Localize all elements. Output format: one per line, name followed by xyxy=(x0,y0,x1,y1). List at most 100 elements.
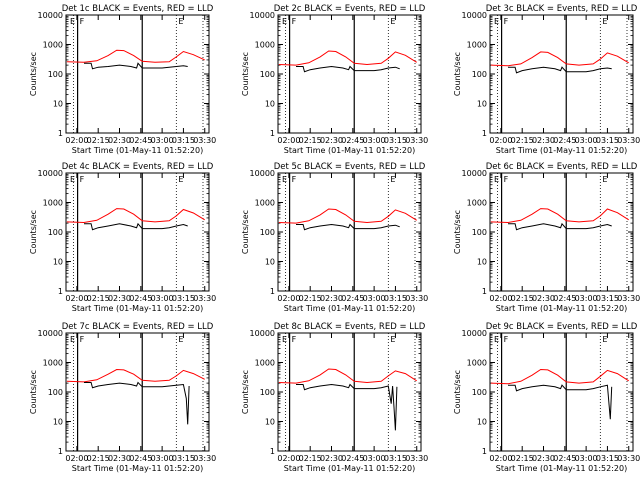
events-series-line xyxy=(84,222,188,231)
marker-label: E xyxy=(282,335,287,344)
marker-label: E xyxy=(602,175,607,184)
marker-label: F xyxy=(504,175,509,184)
y-tick-label: 1 xyxy=(58,129,63,138)
x-tick-label: 03:15 xyxy=(384,136,407,145)
detector-panel-5: Det 5c BLACK = Events, RED = LLD10000100… xyxy=(241,162,428,313)
lld-series-line xyxy=(66,49,205,63)
x-tick-label: 02:30 xyxy=(320,294,343,303)
marker-label: E xyxy=(494,17,499,26)
lld-series-line xyxy=(490,208,629,224)
y-tick-label: 10000 xyxy=(38,329,63,338)
x-tick-label: 03:15 xyxy=(596,454,619,463)
marker-label: E xyxy=(602,17,607,26)
x-tick-label: 03:00 xyxy=(363,136,386,145)
panel-title: Det 6c BLACK = Events, RED = LLD xyxy=(486,162,638,172)
marker-label: E xyxy=(178,17,183,26)
y-tick-label: 1000 xyxy=(43,199,63,208)
marker-label: F xyxy=(80,175,85,184)
y-tick-label: 10000 xyxy=(250,329,275,338)
y-axis-label: Counts/sec xyxy=(241,52,250,96)
x-tick-label: 03:15 xyxy=(596,294,619,303)
y-tick-label: 1 xyxy=(482,287,487,296)
events-series-line xyxy=(508,66,612,74)
y-tick-label: 1 xyxy=(58,447,63,456)
lld-series-line xyxy=(490,368,629,385)
x-tick-label: 02:45 xyxy=(129,454,152,463)
y-tick-label: 10000 xyxy=(250,169,275,178)
y-tick-label: 1000 xyxy=(255,359,275,368)
x-tick-label: 03:15 xyxy=(172,454,195,463)
x-tick-label: 03:00 xyxy=(151,136,174,145)
y-axis-label: Counts/sec xyxy=(453,52,462,96)
detector-panel-1: Det 1c BLACK = Events, RED = LLD10000100… xyxy=(29,4,216,155)
y-tick-label: 100 xyxy=(260,228,275,237)
lld-series-line xyxy=(66,208,205,224)
y-axis-label: Counts/sec xyxy=(29,210,38,254)
events-series-line xyxy=(296,65,400,73)
plot-frame xyxy=(65,172,210,292)
x-tick-label: 03:00 xyxy=(575,136,598,145)
x-tick-label: 03:30 xyxy=(193,294,216,303)
plot-frame xyxy=(65,332,210,452)
y-tick-label: 100 xyxy=(472,70,487,79)
x-tick-label: 02:15 xyxy=(87,136,110,145)
x-tick-label: 02:45 xyxy=(553,454,576,463)
y-tick-label: 100 xyxy=(472,388,487,397)
panel-title: Det 3c BLACK = Events, RED = LLD xyxy=(486,4,638,14)
x-tick-label: 02:30 xyxy=(108,294,131,303)
marker-label: F xyxy=(80,17,85,26)
y-tick-label: 10 xyxy=(53,100,63,109)
x-tick-label: 02:45 xyxy=(553,136,576,145)
x-axis-label: Start Time (01-May-11 01:52:20) xyxy=(496,146,627,155)
y-tick-label: 100 xyxy=(48,228,63,237)
detector-panel-7: Det 7c BLACK = Events, RED = LLD10000100… xyxy=(29,322,216,473)
x-tick-label: 03:15 xyxy=(384,454,407,463)
x-tick-label: 02:15 xyxy=(299,136,322,145)
x-axis-label: Start Time (01-May-11 01:52:20) xyxy=(284,146,415,155)
plot-frame xyxy=(489,172,634,292)
x-tick-label: 02:00 xyxy=(65,136,88,145)
x-tick-label: 03:15 xyxy=(384,294,407,303)
x-tick-label: 02:00 xyxy=(277,136,300,145)
y-axis-label: Counts/sec xyxy=(241,210,250,254)
x-tick-label: 02:30 xyxy=(532,136,555,145)
lld-series-line xyxy=(278,368,417,384)
y-tick-label: 10000 xyxy=(38,11,63,20)
y-tick-label: 100 xyxy=(48,70,63,79)
x-tick-label: 02:00 xyxy=(277,454,300,463)
panel-title: Det 2c BLACK = Events, RED = LLD xyxy=(274,4,426,14)
plot-frame xyxy=(65,14,210,134)
y-axis-label: Counts/sec xyxy=(453,370,462,414)
x-tick-label: 02:30 xyxy=(108,136,131,145)
x-tick-label: 03:30 xyxy=(193,136,216,145)
y-tick-label: 10 xyxy=(53,258,63,267)
x-tick-label: 03:30 xyxy=(405,136,428,145)
x-tick-label: 02:00 xyxy=(489,136,512,145)
y-tick-label: 10000 xyxy=(38,169,63,178)
y-tick-label: 100 xyxy=(472,228,487,237)
y-tick-label: 10000 xyxy=(462,11,487,20)
y-tick-label: 1000 xyxy=(255,41,275,50)
lld-series-line xyxy=(278,50,417,66)
x-tick-label: 02:00 xyxy=(489,454,512,463)
y-tick-label: 10000 xyxy=(462,329,487,338)
y-tick-label: 100 xyxy=(260,70,275,79)
x-tick-label: 02:45 xyxy=(129,136,152,145)
y-tick-label: 10 xyxy=(265,258,275,267)
x-axis-label: Start Time (01-May-11 01:52:20) xyxy=(496,464,627,473)
y-tick-label: 10000 xyxy=(250,11,275,20)
x-tick-label: 03:00 xyxy=(363,294,386,303)
marker-label: E xyxy=(282,17,287,26)
x-tick-label: 03:30 xyxy=(193,454,216,463)
marker-label: E xyxy=(178,335,183,344)
marker-label: E xyxy=(390,335,395,344)
x-axis-label: Start Time (01-May-11 01:52:20) xyxy=(496,304,627,313)
events-series-line xyxy=(296,223,400,231)
marker-label: E xyxy=(390,175,395,184)
x-axis-label: Start Time (01-May-11 01:52:20) xyxy=(72,304,203,313)
y-tick-label: 10 xyxy=(477,418,487,427)
x-tick-label: 02:15 xyxy=(87,454,110,463)
